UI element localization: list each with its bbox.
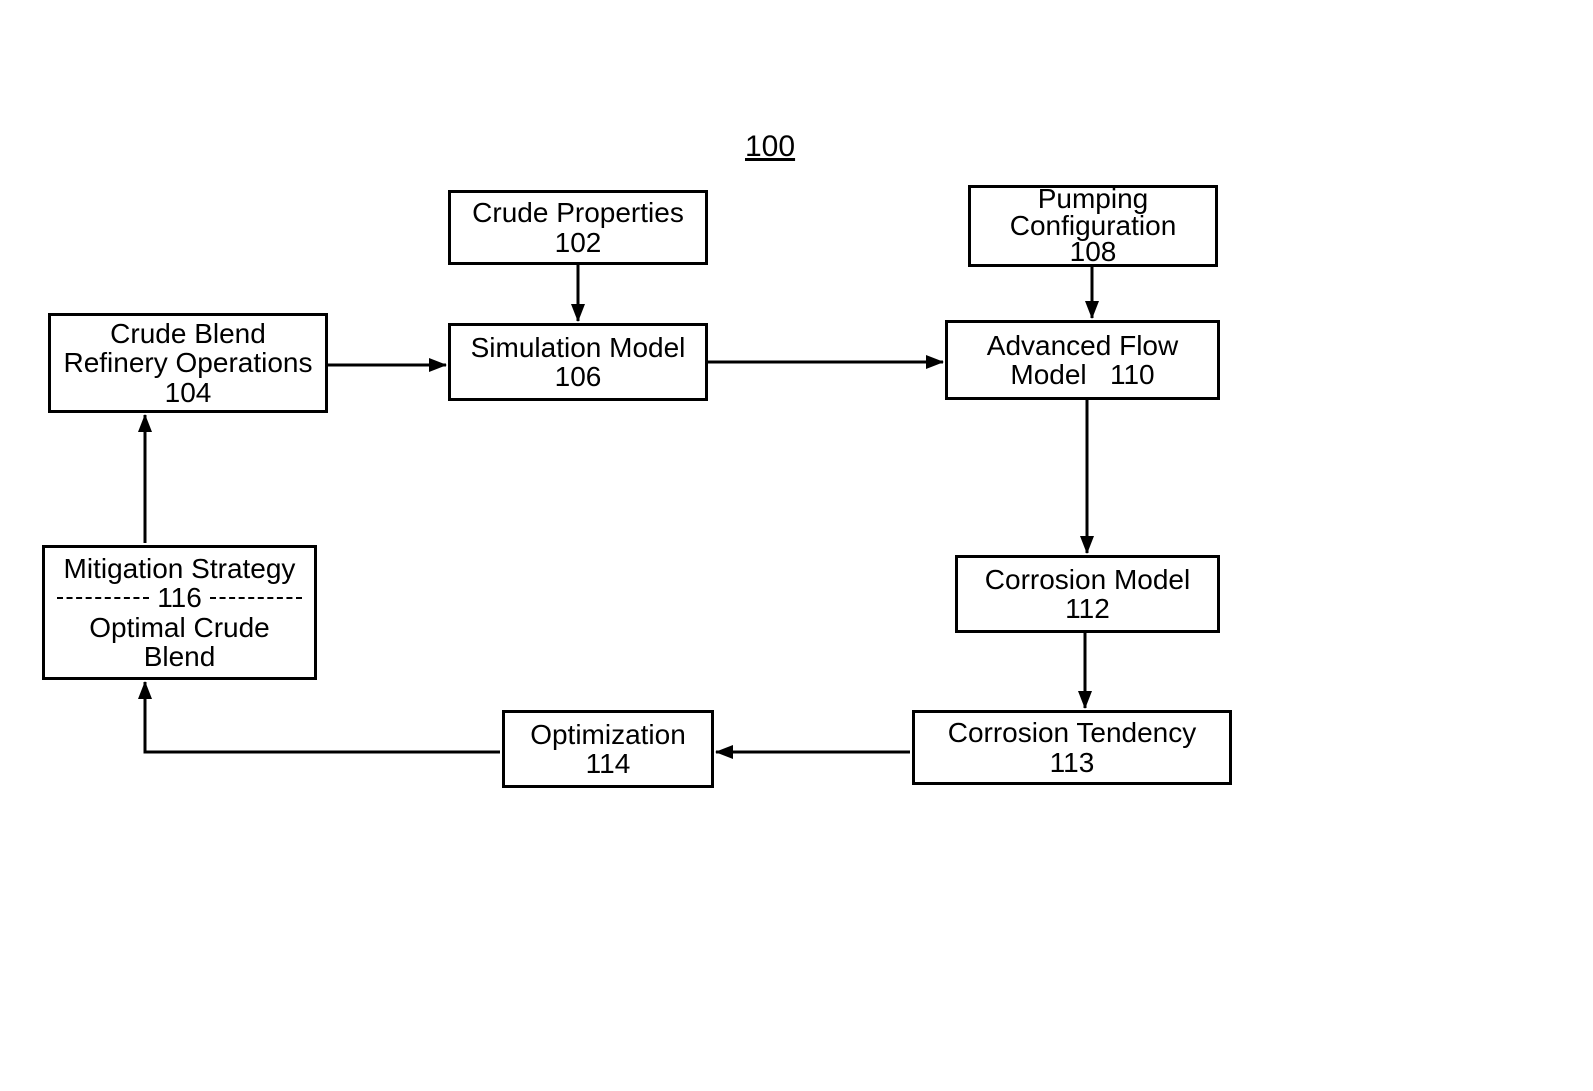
node-label: Mitigation Strategy (64, 554, 296, 583)
node-corrosion_model: Corrosion Model112 (955, 555, 1220, 633)
node-label: 114 (586, 749, 631, 778)
node-label: 112 (1065, 594, 1110, 623)
node-label: Optimization (530, 720, 686, 749)
edge-e_opt_to_mitigation (145, 682, 500, 752)
node-ref: 116 (157, 583, 202, 612)
node-label: 113 (1050, 748, 1095, 777)
node-optimization: Optimization114 (502, 710, 714, 788)
node-divider-row: 116 (45, 583, 314, 612)
node-label: 106 (555, 362, 602, 391)
node-mitigation_strategy: Mitigation Strategy116Optimal CrudeBlend (42, 545, 317, 680)
node-label: Model 110 (1010, 360, 1154, 389)
node-label: Corrosion Model (985, 565, 1190, 594)
node-label: Advanced Flow (987, 331, 1178, 360)
node-label: Configuration (1010, 213, 1177, 240)
node-label: Pumping (1038, 186, 1149, 213)
node-label: Optimal Crude (89, 613, 270, 642)
node-corrosion_tendency: Corrosion Tendency113 (912, 710, 1232, 785)
node-advanced_flow: Advanced FlowModel 110 (945, 320, 1220, 400)
node-label: Simulation Model (471, 333, 686, 362)
diagram-canvas: 100 Crude Properties102 PumpingConfigurat… (0, 0, 1593, 1091)
node-label: 108 (1070, 239, 1117, 266)
node-label: Blend (144, 642, 216, 671)
node-label: Refinery Operations (63, 348, 312, 377)
node-label: 102 (555, 228, 602, 257)
diagram-reference-number: 100 (745, 130, 795, 164)
node-pumping_config: PumpingConfiguration108 (968, 185, 1218, 267)
node-label: Crude Properties (472, 198, 684, 227)
node-label: Crude Blend (110, 319, 266, 348)
node-crude_blend_ops: Crude BlendRefinery Operations104 (48, 313, 328, 413)
node-label: Corrosion Tendency (948, 718, 1197, 747)
node-label: 104 (165, 378, 212, 407)
node-crude_properties: Crude Properties102 (448, 190, 708, 265)
node-simulation_model: Simulation Model106 (448, 323, 708, 401)
